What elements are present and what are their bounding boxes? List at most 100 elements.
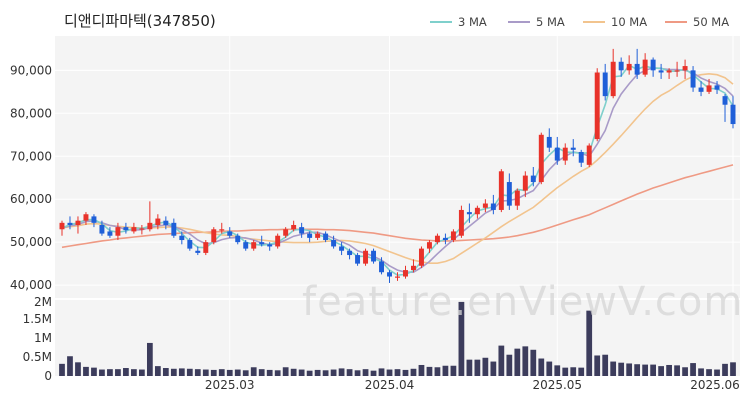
candle-body xyxy=(267,244,273,247)
candle-body xyxy=(570,147,576,150)
volume-bar xyxy=(67,356,73,376)
candle-body xyxy=(339,246,345,251)
candle xyxy=(283,227,289,238)
date-tick-label: 2025.04 xyxy=(365,378,415,392)
volume-bar xyxy=(674,365,680,376)
volume-bar xyxy=(482,357,489,376)
volume-bar xyxy=(178,368,185,376)
candle xyxy=(482,199,488,213)
volume-bar xyxy=(162,368,169,376)
candle xyxy=(706,78,712,94)
chart-title: 디앤디파마텍(347850) xyxy=(64,12,216,30)
candle-body xyxy=(355,255,361,264)
candle-body xyxy=(99,224,105,234)
candle xyxy=(506,173,512,210)
volume-bar xyxy=(514,348,521,376)
volume-bar xyxy=(714,369,720,376)
volume-bar xyxy=(698,368,704,376)
volume-bar xyxy=(107,369,113,376)
volume-bar xyxy=(634,364,641,376)
candle-body xyxy=(706,85,712,92)
volume-bars xyxy=(59,301,736,376)
volume-bar xyxy=(498,345,505,376)
volume-bar xyxy=(274,370,281,376)
candle xyxy=(466,203,472,223)
candle-body xyxy=(107,231,113,236)
candle xyxy=(123,222,129,234)
candle xyxy=(59,220,65,236)
candle xyxy=(99,220,105,236)
candle xyxy=(594,68,600,142)
candle-body xyxy=(403,270,408,277)
candle xyxy=(331,235,337,249)
volume-bar xyxy=(218,369,225,376)
candle-body xyxy=(626,63,632,71)
candle xyxy=(722,93,728,122)
legend-label: 10 MA xyxy=(611,15,647,29)
volume-bar xyxy=(75,362,81,376)
candle xyxy=(434,233,440,245)
candle xyxy=(155,214,161,230)
candle xyxy=(642,53,648,77)
candle xyxy=(195,246,201,256)
candle xyxy=(546,128,552,152)
volume-bar xyxy=(722,363,728,376)
candle-body xyxy=(91,216,97,223)
candle xyxy=(227,227,233,238)
volume-bar xyxy=(250,367,257,376)
candle xyxy=(363,248,369,266)
volume-bar xyxy=(490,361,497,376)
volume-bar xyxy=(298,369,305,376)
volume-bar xyxy=(115,369,121,376)
volume-bar xyxy=(658,366,664,376)
candle-body xyxy=(530,175,536,183)
candle xyxy=(75,216,81,234)
volume-bar xyxy=(402,369,409,376)
candle-body xyxy=(347,250,353,256)
candle xyxy=(530,167,536,187)
candle-body xyxy=(147,222,153,230)
date-axis-labels: 2025.03 2025.04 2025.05 2025.06 xyxy=(205,378,740,392)
volume-bar xyxy=(610,361,617,376)
candle-body xyxy=(602,72,608,97)
volume-bar xyxy=(570,367,577,376)
legend-item: 3 MA xyxy=(430,15,487,29)
candle-body xyxy=(634,63,640,75)
volume-bar xyxy=(170,368,177,376)
candle xyxy=(259,235,265,247)
volume-bar xyxy=(618,362,625,376)
candle xyxy=(91,214,97,228)
volume-tick-label: 2M xyxy=(34,295,52,309)
volume-bar xyxy=(194,369,201,376)
candle-body xyxy=(450,231,456,241)
candle-body xyxy=(650,59,656,71)
candle-body xyxy=(466,212,472,215)
candle xyxy=(658,63,664,79)
candle-body xyxy=(698,87,704,92)
candle xyxy=(698,81,704,97)
candle-body xyxy=(211,229,217,243)
volume-bar xyxy=(562,367,569,376)
volume-bar xyxy=(202,369,209,376)
candle-body xyxy=(67,222,73,225)
candle xyxy=(666,68,672,79)
volume-bar xyxy=(91,367,97,376)
volume-bar xyxy=(602,354,609,376)
volume-bar xyxy=(394,369,401,376)
candle-body xyxy=(243,242,249,249)
candle xyxy=(355,252,361,266)
volume-bar xyxy=(730,362,736,376)
candle xyxy=(442,233,448,245)
volume-bar xyxy=(378,368,385,376)
candle-body xyxy=(482,203,488,208)
candle xyxy=(115,222,121,241)
candle-body xyxy=(642,59,648,75)
candle-body xyxy=(59,222,65,230)
chart-frame xyxy=(55,36,740,376)
volume-tick-label: 1M xyxy=(34,331,52,345)
candle-body xyxy=(722,96,728,105)
legend-label: 50 MA xyxy=(693,15,729,29)
price-tick-label: 70,000 xyxy=(10,149,52,163)
